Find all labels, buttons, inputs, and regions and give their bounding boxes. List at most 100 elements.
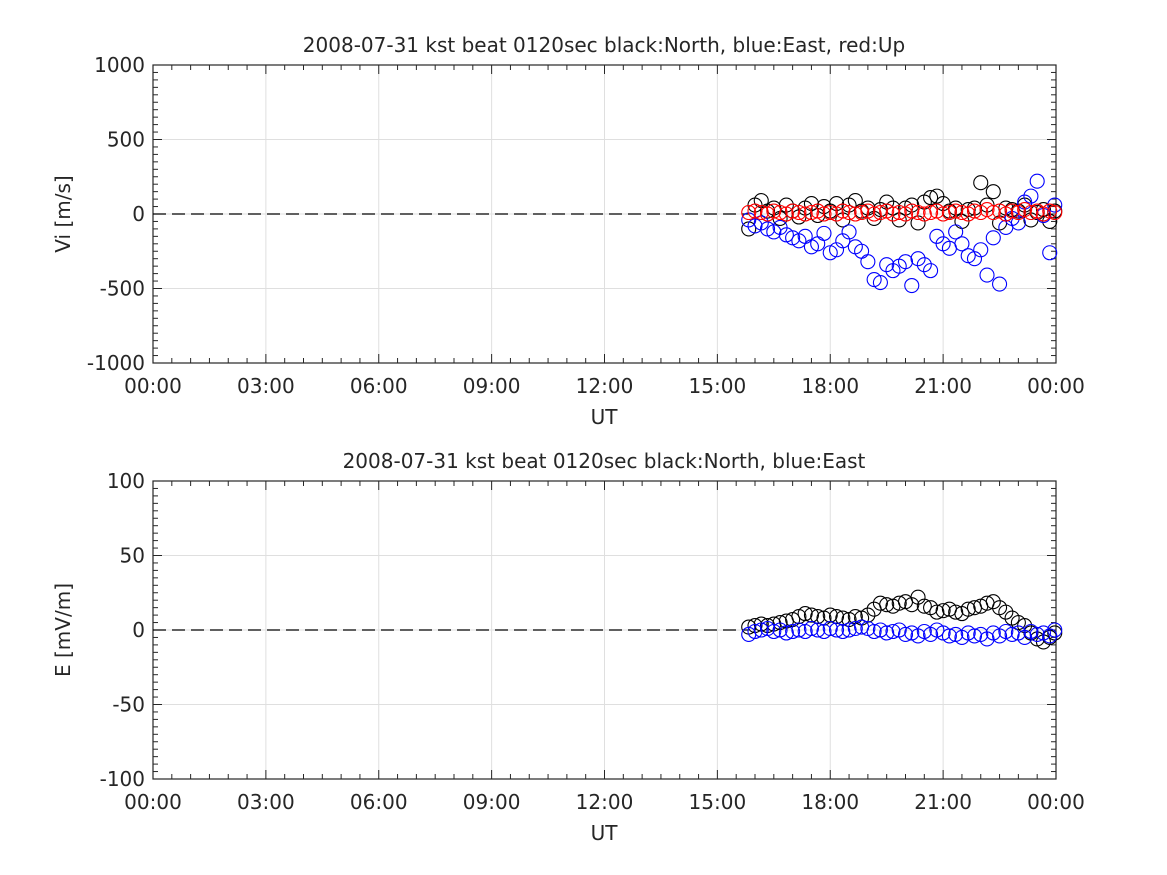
electric-field-y-tick-label: -100 bbox=[100, 767, 145, 791]
velocity-up-point bbox=[866, 206, 882, 222]
electric-field-east-point bbox=[835, 623, 851, 640]
velocity-up-point bbox=[772, 204, 788, 221]
electric-field-east-point bbox=[1017, 629, 1033, 646]
electric-field-north-point bbox=[1047, 625, 1063, 641]
electric-field-east-point bbox=[841, 622, 857, 638]
velocity-up-point bbox=[797, 206, 813, 222]
electric-field-north-point bbox=[916, 598, 932, 614]
electric-field-north-point bbox=[860, 607, 876, 623]
electric-field-north-point bbox=[828, 609, 845, 625]
velocity-up-point bbox=[885, 206, 901, 222]
electric-field-north-point bbox=[935, 603, 951, 619]
electric-field-east-point bbox=[747, 623, 763, 640]
velocity-x-tick-label: 06:00 bbox=[350, 374, 408, 398]
electric-field-y-tick-label: 100 bbox=[107, 469, 145, 493]
velocity-x-tick-label: 21:00 bbox=[914, 374, 972, 398]
velocity-east-point bbox=[973, 242, 989, 258]
electric-field-north-point bbox=[803, 607, 819, 623]
electric-field-y-tick-label: -50 bbox=[112, 693, 145, 717]
velocity-north-point bbox=[923, 190, 939, 206]
electric-field-east-point bbox=[1042, 628, 1058, 644]
velocity-series-east bbox=[741, 173, 1063, 294]
velocity-x-tick-label: 15:00 bbox=[689, 374, 747, 398]
electric-field-series-east bbox=[741, 619, 1063, 647]
electric-field-north-point bbox=[835, 610, 851, 626]
velocity-east-point bbox=[860, 254, 876, 270]
velocity-east-point bbox=[992, 276, 1008, 292]
velocity-up-point bbox=[891, 204, 907, 221]
electric-field-north-point bbox=[891, 595, 907, 611]
electric-field-east-point bbox=[785, 623, 801, 640]
electric-field-east-point bbox=[941, 628, 957, 644]
velocity-east-point bbox=[1047, 197, 1063, 213]
electric-field-y-tick-label: 50 bbox=[120, 544, 145, 568]
electric-field-north-point bbox=[948, 604, 964, 620]
velocity-tick-marks bbox=[152, 64, 1057, 364]
velocity-up-point bbox=[904, 203, 920, 219]
velocity-east-point bbox=[1029, 173, 1045, 189]
velocity-up-point bbox=[791, 204, 807, 221]
velocity-up-point bbox=[948, 203, 964, 219]
electric-field-x-tick-label: 18:00 bbox=[801, 790, 859, 814]
velocity-chart-title: 2008-07-31 kst beat 0120sec black:North,… bbox=[303, 33, 905, 57]
velocity-east-point bbox=[904, 277, 920, 294]
electric-field-x-tick-label: 09:00 bbox=[463, 790, 521, 814]
electric-field-x-tick-label: 06:00 bbox=[350, 790, 408, 814]
velocity-up-point bbox=[747, 203, 763, 219]
velocity-up-point bbox=[803, 204, 819, 221]
electric-field-east-point bbox=[979, 631, 995, 647]
electric-field-east-point bbox=[803, 620, 819, 637]
velocity-east-point bbox=[1042, 245, 1058, 261]
electric-field-east-point bbox=[822, 620, 838, 637]
velocity-east-point bbox=[841, 224, 857, 240]
velocity-east-point bbox=[923, 263, 939, 279]
electric-field-east-point bbox=[791, 622, 807, 638]
velocity-north-point bbox=[1035, 201, 1052, 218]
velocity-east-point bbox=[847, 239, 863, 255]
velocity-east-point bbox=[1023, 188, 1039, 204]
velocity-up-point bbox=[1004, 203, 1020, 219]
electric-field-north-point bbox=[797, 606, 813, 622]
velocity-up-point bbox=[835, 203, 851, 219]
velocity-up-point bbox=[872, 204, 888, 221]
velocity-x-tick-label: 00:00 bbox=[124, 374, 182, 398]
electric-field-east-point bbox=[879, 625, 895, 641]
velocity-up-point bbox=[910, 204, 926, 221]
velocity-series-up bbox=[741, 201, 1063, 222]
velocity-up-point bbox=[854, 204, 870, 221]
electric-field-x-tick-label: 12:00 bbox=[576, 790, 634, 814]
electric-field-east-point bbox=[753, 622, 769, 638]
velocity-east-point bbox=[891, 258, 907, 274]
velocity-east-point bbox=[1010, 215, 1026, 231]
electric-field-series-north bbox=[741, 589, 1063, 650]
velocity-up-point bbox=[816, 206, 832, 222]
velocity-east-point bbox=[979, 267, 995, 283]
velocity-y-tick-label: -500 bbox=[100, 277, 145, 301]
velocity-east-point bbox=[948, 224, 964, 240]
electric-field-y-tick-label: 0 bbox=[132, 618, 145, 642]
electric-field-north-point bbox=[810, 609, 826, 625]
velocity-east-point bbox=[885, 263, 901, 279]
electric-field-x-tick-label: 21:00 bbox=[914, 790, 972, 814]
electric-field-x-tick-label: 00:00 bbox=[124, 790, 182, 814]
velocity-east-point bbox=[954, 236, 970, 252]
electric-field-north-point bbox=[960, 601, 976, 617]
electric-field-east-point bbox=[810, 622, 826, 638]
velocity-x-tick-label: 09:00 bbox=[463, 374, 521, 398]
velocity-up-point bbox=[941, 204, 957, 221]
electric-field-east-point bbox=[1047, 622, 1063, 638]
electric-field-x-tick-label: 15:00 bbox=[689, 790, 747, 814]
electric-field-east-point bbox=[1029, 626, 1045, 643]
electric-field-north-point bbox=[1004, 610, 1020, 626]
electric-field-east-point bbox=[766, 623, 782, 640]
electric-field-east-point bbox=[966, 628, 983, 644]
velocity-east-point bbox=[916, 257, 932, 273]
electric-field-east-point bbox=[847, 620, 863, 637]
velocity-up-point bbox=[785, 203, 801, 219]
velocity-up-point bbox=[766, 203, 782, 219]
electric-field-panel: 2008-07-31 kst beat 0120sec black:North,… bbox=[51, 449, 1085, 845]
velocity-north-point bbox=[985, 184, 1001, 200]
velocity-up-point bbox=[916, 206, 932, 222]
electric-field-east-point bbox=[828, 622, 845, 638]
